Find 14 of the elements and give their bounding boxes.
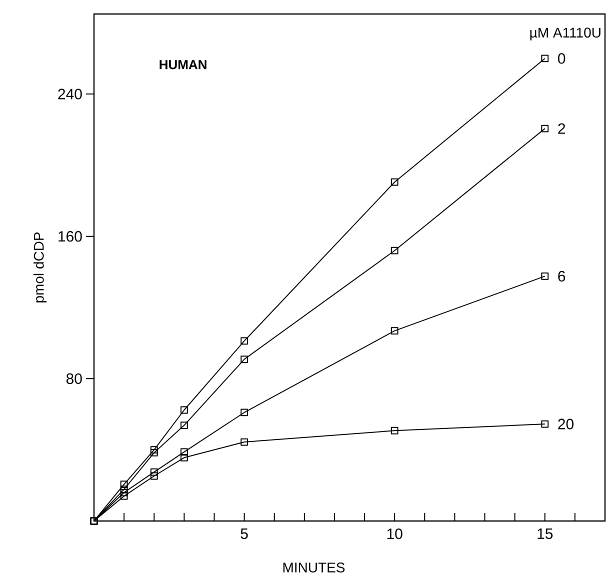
legend-title: µM A1110U — [530, 28, 600, 40]
series-label: 2 — [558, 123, 566, 134]
x-tick-label: 15 — [538, 528, 553, 539]
annotation: HUMAN — [160, 60, 206, 70]
y-tick-label: 160 — [58, 231, 82, 242]
series-label: 0 — [558, 53, 566, 64]
y-tick-label: 80 — [66, 373, 82, 384]
x-tick-label: 5 — [240, 528, 248, 539]
series-label: 6 — [558, 270, 566, 282]
x-axis-title: MINUTES — [283, 562, 345, 572]
x-tick-label: 10 — [387, 528, 402, 540]
y-axis-title: pmol dCDP — [34, 232, 47, 302]
series-label: 20 — [558, 418, 574, 430]
y-tick-label: 240 — [58, 88, 82, 100]
